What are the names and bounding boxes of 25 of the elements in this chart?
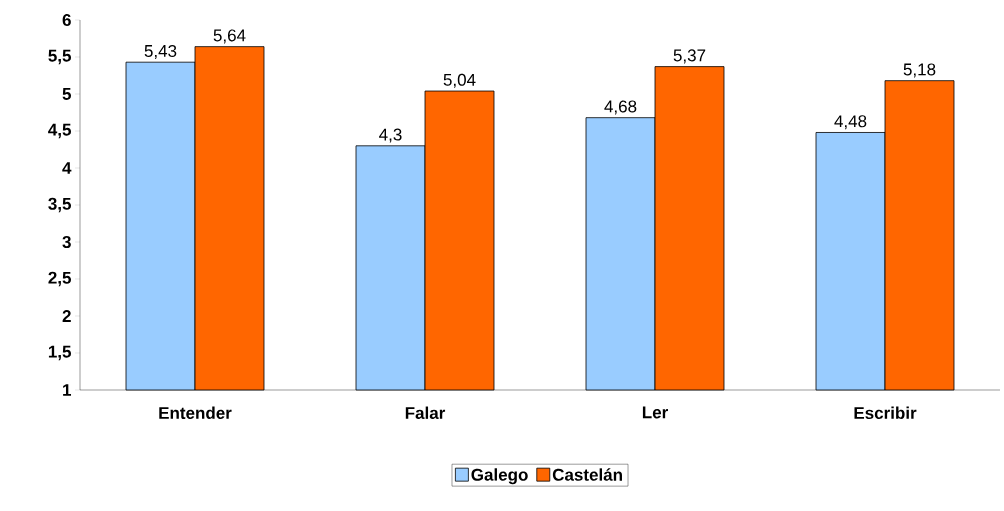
data-label: 4,68	[604, 100, 637, 115]
data-label: 5,37	[673, 49, 706, 64]
y-tick-label: 1,5	[48, 345, 72, 361]
data-label: 4,3	[379, 128, 402, 143]
data-label: 5,64	[213, 29, 246, 44]
y-tick-label: 5,5	[48, 49, 72, 65]
y-tick-label: 6	[62, 13, 71, 27]
data-label: 5,18	[903, 63, 936, 78]
x-tick-label: Entender	[159, 406, 232, 420]
y-tick-label: 2	[62, 310, 71, 322]
legend-label: Galego	[471, 468, 528, 485]
y-tick-label: 1	[63, 384, 72, 396]
data-label: 4,48	[834, 115, 867, 130]
y-tick-label: 2,5	[48, 271, 72, 287]
y-tick-label: 5	[62, 88, 72, 100]
x-tick-label: Ler	[642, 406, 668, 419]
y-tick-label: 4	[62, 162, 72, 174]
x-tick-label: Falar	[405, 406, 446, 420]
data-label: 5,04	[443, 73, 476, 88]
y-tick-label: 3	[62, 235, 71, 249]
x-tick-label: Escribir	[854, 406, 917, 420]
legend-label: Castelán	[552, 468, 622, 481]
y-tick-label: 3,5	[48, 197, 72, 213]
y-tick-label: 4,5	[48, 123, 72, 139]
data-label: 5,43	[144, 44, 177, 59]
